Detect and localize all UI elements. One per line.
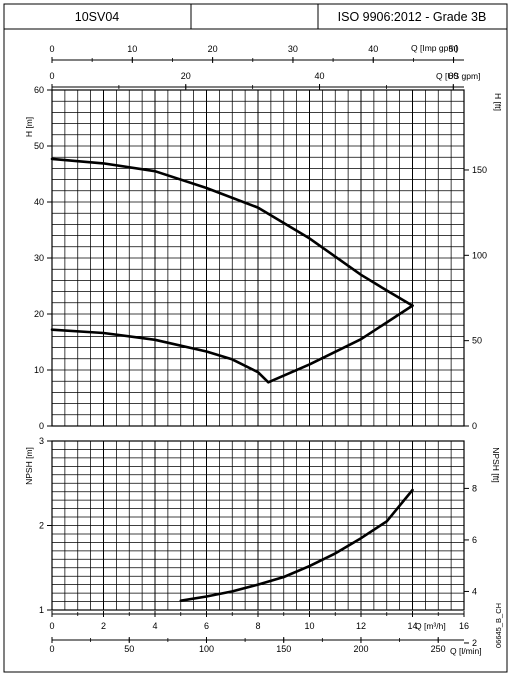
top-imp-tick-label: 40 bbox=[368, 44, 378, 54]
npsh-ytick-label-left: 2 bbox=[39, 521, 44, 531]
bottom-axes: 0 2 4 6 8 10 12 14 16 0 50 100 150 200 250 bbox=[49, 611, 469, 654]
side-code: 06645_B_CH bbox=[494, 603, 503, 648]
head-ytick-label-left: 10 bbox=[34, 365, 44, 375]
header-blank-box bbox=[190, 3, 319, 30]
head-ytick-label-right: 50 bbox=[472, 336, 482, 346]
head-curve-2 bbox=[50, 304, 414, 384]
npsh-ytick-label-right: 6 bbox=[472, 535, 477, 545]
npsh-ytick-label-right: 8 bbox=[472, 483, 477, 493]
top-imp-tick-label: 0 bbox=[49, 44, 54, 54]
top-axis-1-label: Q [Imp gpm] bbox=[411, 43, 458, 53]
npsh-ytick-label-right: 2 bbox=[472, 638, 477, 648]
bottom-m3h-tick-label: 0 bbox=[49, 621, 54, 631]
head-ytick-label-right: 100 bbox=[472, 250, 487, 260]
npsh-ytick-label-right: 4 bbox=[472, 586, 477, 596]
bottom-m3h-tick-label: 2 bbox=[101, 621, 106, 631]
top-imp-tick-label: 30 bbox=[288, 44, 298, 54]
outer-frame bbox=[3, 28, 508, 673]
npsh-ylabel-left: NPSH [m] bbox=[24, 447, 34, 485]
bottom-axis-1-label: Q [m³/h] bbox=[415, 621, 446, 631]
bottom-lmin-tick-label: 200 bbox=[353, 644, 368, 654]
head-ytick-label-left: 0 bbox=[39, 421, 44, 431]
top-imp-tick-label: 20 bbox=[208, 44, 218, 54]
bottom-m3h-tick-label: 12 bbox=[356, 621, 366, 631]
bottom-m3h-tick-label: 16 bbox=[459, 621, 469, 631]
npsh-curve-1 bbox=[179, 488, 414, 602]
top-us-tick-label: 60 bbox=[448, 71, 458, 81]
bottom-m3h-tick-label: 8 bbox=[255, 621, 260, 631]
head-ytick-label-right: 0 bbox=[472, 421, 477, 431]
bottom-lmin-tick-label: 100 bbox=[199, 644, 214, 654]
head-ytick-label-left: 50 bbox=[34, 141, 44, 151]
npsh-ytick-label-left: 3 bbox=[39, 436, 44, 446]
bottom-lmin-tick-label: 250 bbox=[431, 644, 446, 654]
head-plot: 0 10 20 30 40 50 60 0 50 100 150 bbox=[34, 85, 487, 431]
head-ytick-label-right: 150 bbox=[472, 165, 487, 175]
bottom-m3h-tick-label: 14 bbox=[407, 621, 417, 631]
bottom-lmin-tick-label: 150 bbox=[276, 644, 291, 654]
header-standard: ISO 9906:2012 - Grade 3B bbox=[338, 10, 487, 24]
top-axis-2-label: Q [US gpm] bbox=[436, 71, 480, 81]
head-ytick-label-left: 60 bbox=[34, 85, 44, 95]
npsh-ylabel-right: NPSH [ft] bbox=[491, 447, 501, 482]
bottom-m3h-tick-label: 4 bbox=[152, 621, 157, 631]
top-axes: 0 10 20 30 40 50 0 20 40 60 bbox=[49, 44, 464, 90]
head-ytick-label-left: 20 bbox=[34, 309, 44, 319]
top-us-tick-label: 20 bbox=[181, 71, 191, 81]
head-ytick-label-left: 30 bbox=[34, 253, 44, 263]
bottom-m3h-tick-label: 6 bbox=[204, 621, 209, 631]
head-curve-1 bbox=[50, 157, 414, 307]
bottom-lmin-tick-label: 50 bbox=[124, 644, 134, 654]
header: 10SV04 ISO 9906:2012 - Grade 3B bbox=[3, 3, 508, 30]
bottom-lmin-tick-label: 0 bbox=[49, 644, 54, 654]
head-ylabel-right: H [ft] bbox=[493, 93, 503, 111]
bottom-m3h-tick-label: 10 bbox=[304, 621, 314, 631]
npsh-ytick-label-left: 1 bbox=[39, 605, 44, 615]
top-us-tick-label: 40 bbox=[315, 71, 325, 81]
header-model: 10SV04 bbox=[75, 10, 120, 24]
top-us-tick-label: 0 bbox=[49, 71, 54, 81]
bottom-axis-2-label: Q [l/min] bbox=[450, 646, 482, 656]
head-ylabel-left: H [m] bbox=[24, 117, 34, 137]
top-imp-tick-label: 10 bbox=[127, 44, 137, 54]
top-imp-tick-label: 50 bbox=[449, 44, 459, 54]
head-ytick-label-left: 40 bbox=[34, 197, 44, 207]
